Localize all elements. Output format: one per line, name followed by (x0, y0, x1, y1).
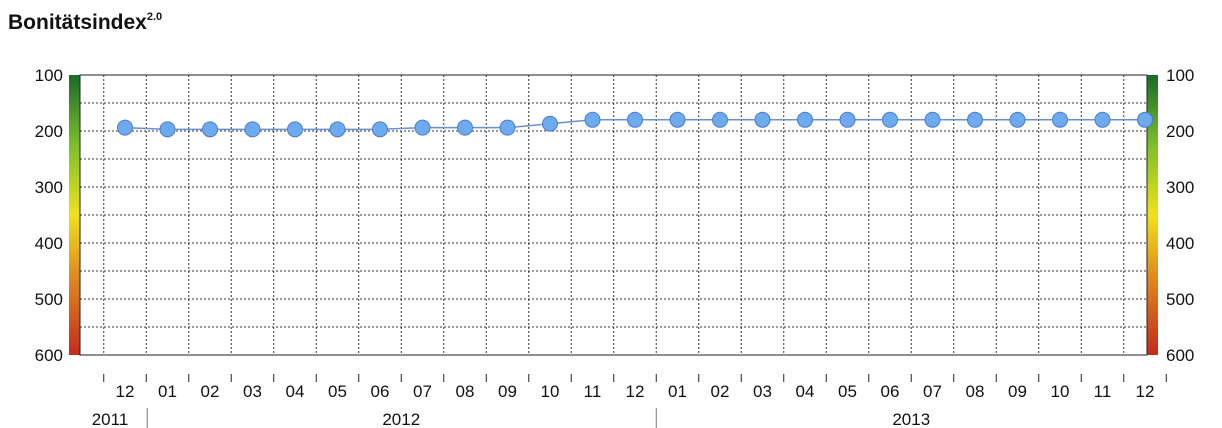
x-month-label: 07 (923, 382, 942, 401)
x-month-label: 12 (116, 382, 135, 401)
x-month-label: 09 (1008, 382, 1027, 401)
data-point (754, 111, 771, 128)
x-month-label: 12 (1136, 382, 1155, 401)
x-month-label: 03 (753, 382, 772, 401)
x-month-label: 06 (881, 382, 900, 401)
chart-title-text: Bonitätsindex (8, 11, 147, 34)
x-year-label: 2013 (892, 410, 930, 428)
x-month-label: 10 (541, 382, 560, 401)
series-bonitaetsindex (117, 111, 1153, 138)
y-tick-label-right: 400 (1166, 234, 1194, 253)
x-year-label: 2012 (382, 410, 420, 428)
data-point (414, 119, 431, 136)
x-month-label: 02 (201, 382, 220, 401)
data-point (924, 111, 941, 128)
data-point (967, 111, 983, 128)
data-point (499, 119, 516, 136)
y-tick-label-right: 500 (1166, 290, 1194, 309)
x-month-label: 01 (668, 382, 687, 401)
y-tick-label-left: 200 (35, 122, 63, 141)
data-point (882, 111, 898, 128)
x-month-label: 05 (838, 382, 857, 401)
y-tick-label-left: 300 (35, 178, 63, 197)
data-point (1137, 111, 1153, 128)
x-month-label: 03 (243, 382, 262, 401)
x-month-label: 11 (1094, 382, 1112, 401)
x-month-label: 04 (286, 382, 305, 401)
data-point (287, 121, 303, 138)
x-month-label: 05 (328, 382, 347, 401)
y-tick-label-left: 500 (35, 290, 63, 309)
data-point (839, 111, 856, 128)
data-point (1009, 111, 1026, 128)
x-month-label: 10 (1051, 382, 1070, 401)
y-tick-label-right: 200 (1166, 122, 1194, 141)
y-axis-left: 100 200 300 400 500 600 (35, 66, 63, 365)
data-point (372, 121, 388, 138)
x-month-label: 11 (584, 382, 602, 401)
plot-frame (79, 74, 1148, 356)
chart-title: Bonitätsindex2.0 (8, 11, 162, 34)
chart-title-superscript: 2.0 (147, 11, 162, 23)
data-point (159, 121, 176, 138)
y-tick-label-left: 100 (35, 66, 63, 85)
data-point (457, 119, 473, 136)
data-point (329, 121, 346, 138)
x-month-label: 08 (456, 382, 475, 401)
data-point (202, 121, 218, 138)
x-month-label: 09 (498, 382, 517, 401)
x-axis: 12 01 02 03 04 05 06 07 08 09 10 11 12 01 02 03 04 05 06 07… (92, 374, 1167, 428)
x-month-label: 07 (413, 382, 432, 401)
right-color-scale (1147, 75, 1158, 355)
data-point (669, 111, 686, 128)
y-tick-label-right: 100 (1166, 66, 1194, 85)
x-month-label: 01 (158, 382, 177, 401)
data-point (117, 119, 133, 136)
x-year-label: 2011 (92, 410, 129, 428)
y-tick-label-left: 600 (35, 346, 63, 365)
x-month-label: 08 (966, 382, 985, 401)
x-month-label: 02 (711, 382, 730, 401)
y-tick-label-right: 600 (1166, 346, 1194, 365)
left-color-scale (69, 75, 80, 355)
data-point (1052, 111, 1068, 128)
grid-lines (80, 75, 1147, 355)
data-point (244, 121, 261, 138)
data-point (542, 115, 558, 132)
x-month-label: 12 (626, 382, 645, 401)
x-month-label: 04 (796, 382, 815, 401)
data-point (1094, 111, 1111, 128)
x-month-label: 06 (371, 382, 390, 401)
y-axis-right: 100 200 300 400 500 600 (1166, 66, 1194, 365)
y-tick-label-left: 400 (35, 234, 63, 253)
y-tick-label-right: 300 (1166, 178, 1194, 197)
data-point (584, 111, 601, 128)
data-point (627, 111, 643, 128)
data-point (712, 111, 728, 128)
data-point (797, 111, 813, 128)
